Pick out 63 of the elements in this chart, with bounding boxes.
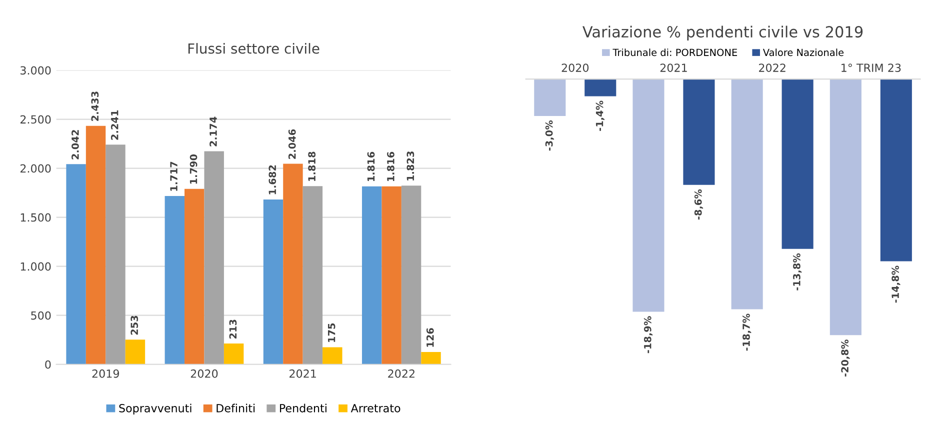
y-tick-label: 1.000 <box>20 262 51 271</box>
data-label: 2.174 <box>210 116 217 146</box>
bar <box>401 186 422 364</box>
legend-label: Tribunale di: PORDENONE <box>612 48 737 56</box>
data-label: 1.790 <box>190 154 198 184</box>
data-label: 2.046 <box>288 129 296 159</box>
x-tick-label: 2021 <box>290 369 316 378</box>
bar <box>421 352 441 364</box>
data-label: -20,8% <box>841 340 850 377</box>
legend-label: Valore Nazionale <box>762 48 844 56</box>
legend-label: Definiti <box>216 404 255 412</box>
x-tick-label: 2020 <box>562 64 589 72</box>
x-tick-label: 2021 <box>660 64 687 72</box>
data-label: 126 <box>426 328 434 347</box>
bar <box>263 199 284 364</box>
bar <box>283 164 303 364</box>
chart-title: Variazione % pendenti civile vs 2019 <box>582 26 863 41</box>
y-tick-label: 3.000 <box>20 66 51 75</box>
x-tick-label: 2019 <box>92 369 119 378</box>
chart-title: Flussi settore civile <box>188 43 320 54</box>
legend-label: Sopravvenuti <box>119 404 192 415</box>
bar <box>302 186 323 364</box>
data-label: -18,7% <box>742 314 752 351</box>
y-tick-label: 1.500 <box>20 213 51 222</box>
y-tick-label: 0 <box>45 360 51 369</box>
data-label: -18,9% <box>644 316 653 354</box>
x-tick-label: 2022 <box>759 64 786 72</box>
bar <box>125 340 146 364</box>
bar <box>382 186 402 364</box>
legend-label: Pendenti <box>280 404 326 412</box>
data-label: 1.816 <box>387 152 394 182</box>
bar <box>322 347 342 364</box>
x-tick-label: 1° TRIM 23 <box>842 64 901 72</box>
data-label: 2.042 <box>72 130 79 160</box>
data-label: 1.816 <box>367 152 375 182</box>
bar <box>86 126 106 364</box>
data-label: -8,6% <box>694 189 704 220</box>
y-tick-label: 2.000 <box>20 164 51 173</box>
bar <box>164 196 185 364</box>
x-tick-label: 2020 <box>190 369 218 378</box>
data-label: 175 <box>328 323 336 342</box>
data-label: 1.823 <box>406 151 414 180</box>
y-tick-label: 2.500 <box>20 115 51 124</box>
data-label: -14,8% <box>892 266 900 303</box>
data-label: 1.818 <box>308 152 316 181</box>
data-label: -3,0% <box>545 120 554 151</box>
bar <box>224 343 244 364</box>
data-label: 2.241 <box>110 110 118 140</box>
bar <box>106 144 126 364</box>
data-label: 2.433 <box>91 92 99 121</box>
legend-label: Arretrato <box>350 404 400 412</box>
y-tick-label: 500 <box>31 311 51 320</box>
data-label: 253 <box>130 316 138 335</box>
x-tick-label: 2022 <box>388 369 414 378</box>
bar <box>66 164 86 364</box>
bar <box>204 151 224 364</box>
data-label: -13,8% <box>793 253 802 290</box>
bar <box>362 186 382 364</box>
bar <box>184 188 204 364</box>
data-label: 1.682 <box>268 165 276 194</box>
data-label: 1.717 <box>170 162 178 191</box>
data-label: 213 <box>229 320 237 339</box>
data-label: -1,4% <box>596 100 604 131</box>
